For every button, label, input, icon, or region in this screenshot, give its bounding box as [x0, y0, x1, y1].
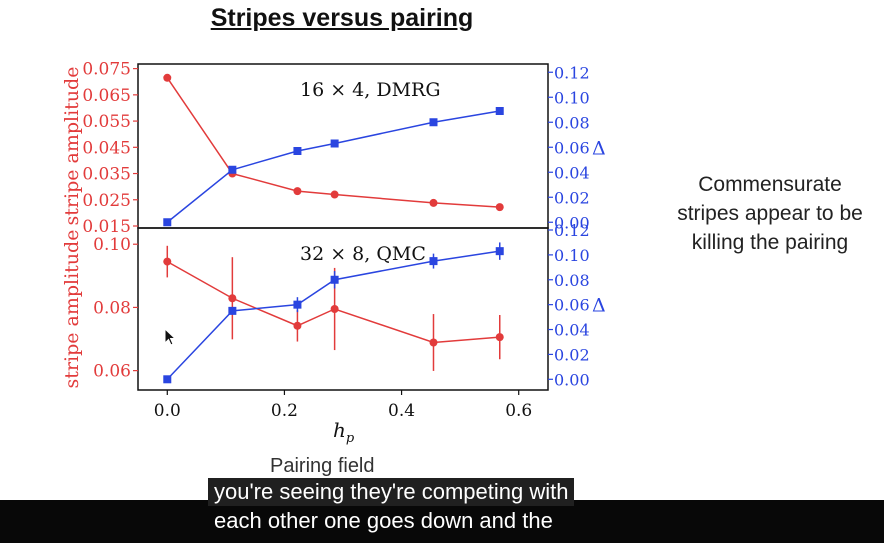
- pairing-data-point: [429, 257, 438, 266]
- pairing-data-point: [163, 375, 172, 384]
- stripe-data-point: [495, 203, 504, 212]
- pairing-data-point: [495, 107, 504, 115]
- pairing-data-point: [163, 218, 172, 227]
- right-tick-label: 0.08: [554, 271, 590, 290]
- right-tick-label: 0.04: [554, 321, 590, 340]
- left-tick-label: 0.08: [93, 298, 131, 318]
- right-tick-label: 0.02: [554, 188, 590, 207]
- left-tick-label: 0.045: [82, 138, 131, 158]
- left-tick-label: 0.06: [93, 362, 131, 382]
- slide-title: Stripes versus pairing: [210, 4, 474, 32]
- mouse-cursor-icon: [164, 328, 177, 346]
- stripes-pairing-chart: 0.0150.0250.0350.0450.0550.0650.0750.000…: [61, 60, 606, 446]
- left-tick-label: 0.10: [93, 235, 131, 255]
- pairing-data-point: [293, 300, 302, 309]
- pairing-data-point: [228, 306, 237, 315]
- caption-line-2: each other one goes down and the: [208, 507, 559, 535]
- stripe-data-point: [163, 73, 172, 82]
- y2-axis-label: Δ: [592, 137, 606, 159]
- stripe-data-point: [429, 338, 438, 347]
- pairing-data-point: [429, 118, 438, 127]
- x-tick-label: 0.6: [505, 401, 532, 421]
- right-tick-label: 0.04: [554, 163, 590, 182]
- left-tick-label: 0.025: [82, 191, 131, 211]
- y-axis-label: stripe amplitude: [61, 230, 83, 389]
- y2-axis-label: Δ: [592, 295, 606, 317]
- pairing-series-line: [166, 110, 500, 223]
- panel-annotation: 32 × 8, QMC: [300, 243, 426, 265]
- left-tick-label: 0.015: [82, 217, 131, 237]
- left-tick-label: 0.035: [82, 165, 131, 185]
- stripe-data-point: [293, 187, 302, 196]
- pairing-data-point: [495, 247, 504, 256]
- right-tick-label: 0.02: [554, 345, 590, 364]
- right-tick-label: 0.12: [554, 221, 590, 240]
- stripe-data-point: [228, 294, 237, 303]
- stripe-data-point: [429, 198, 438, 207]
- right-tick-label: 0.00: [554, 370, 590, 389]
- stripe-series-line: [166, 260, 500, 344]
- stripe-data-point: [330, 190, 339, 199]
- panel-2-frame: [137, 227, 549, 391]
- pairing-data-point: [228, 165, 237, 174]
- left-tick-label: 0.065: [82, 86, 131, 106]
- x-tick-label: 0.2: [271, 401, 298, 421]
- x-axis-label: hp: [333, 418, 355, 446]
- left-tick-label: 0.075: [82, 60, 131, 80]
- stripe-data-point: [330, 305, 339, 313]
- pairing-data-point: [330, 139, 339, 148]
- y-axis-label: stripe amplitude: [61, 67, 83, 226]
- right-tick-label: 0.12: [554, 63, 590, 82]
- pairing-data-point: [330, 275, 339, 284]
- pairing-data-point: [293, 147, 302, 155]
- right-tick-label: 0.00: [554, 213, 590, 232]
- right-tick-label: 0.08: [554, 113, 590, 132]
- pairing-field-label: Pairing field: [270, 455, 375, 477]
- stripe-data-point: [163, 257, 172, 266]
- right-tick-label: 0.10: [554, 88, 590, 107]
- caption-line-1: you're seeing they're competing with: [208, 478, 575, 506]
- left-tick-label: 0.055: [82, 112, 131, 132]
- pairing-series-line: [166, 250, 500, 380]
- x-tick-label: 0.0: [154, 401, 181, 421]
- side-note: Commensurate stripes appear to be killin…: [677, 173, 863, 254]
- stripe-data-point: [293, 321, 302, 330]
- right-tick-label: 0.10: [554, 246, 590, 265]
- right-tick-label: 0.06: [554, 138, 590, 157]
- right-tick-label: 0.06: [554, 296, 590, 315]
- panel-annotation: 16 × 4, DMRG: [300, 79, 441, 101]
- stripe-data-point: [495, 333, 504, 342]
- x-tick-label: 0.4: [388, 401, 415, 421]
- stripe-series-line: [166, 77, 500, 208]
